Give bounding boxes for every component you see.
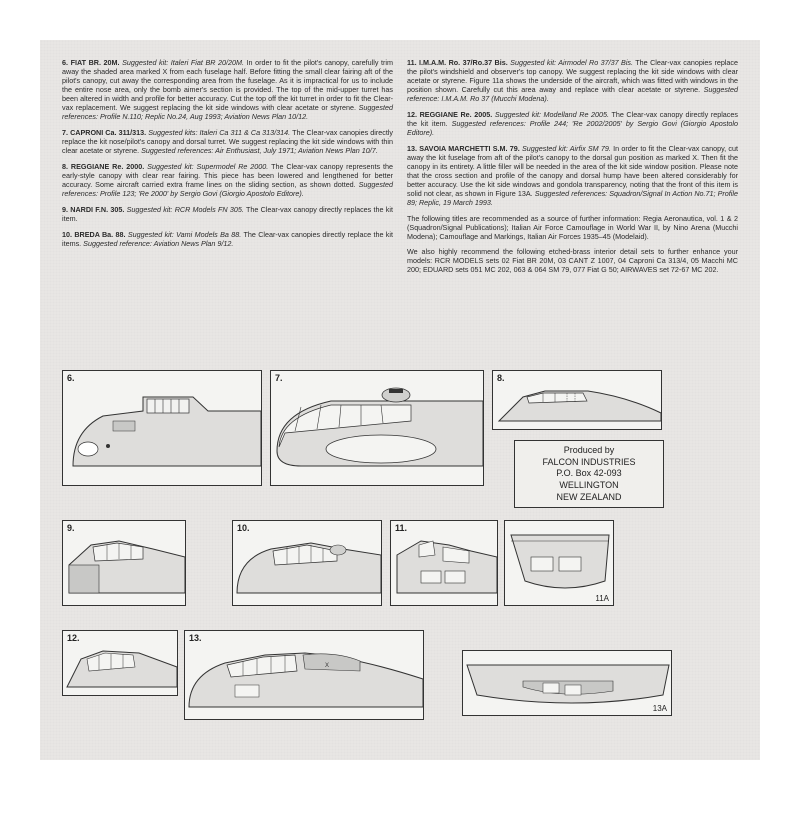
entry-name: NARDI F.N. 305. bbox=[70, 205, 124, 214]
instruction-entry: 9. NARDI F.N. 305. Suggested kit: RCR Mo… bbox=[62, 205, 393, 223]
instruction-entry: 6. FIAT BR. 20M. Suggested kit: Italeri … bbox=[62, 58, 393, 121]
figure-6: 6. X bbox=[62, 370, 262, 486]
figure-11: 11. bbox=[390, 520, 498, 606]
producer-box: Produced by FALCON INDUSTRIES P.O. Box 4… bbox=[514, 440, 664, 508]
figure-8-label: 8. bbox=[497, 373, 505, 383]
figure-13a-label: 13A bbox=[653, 704, 667, 713]
figure-9-label: 9. bbox=[67, 523, 75, 533]
producer-line-5: NEW ZEALAND bbox=[523, 492, 655, 504]
entry-number: 13. bbox=[407, 144, 419, 153]
entry-kit: Suggested kit: Italeri Fiat BR 20/20M. bbox=[122, 58, 244, 67]
figure-10-label: 10. bbox=[237, 523, 250, 533]
entry-reference: Suggested reference: Aviation News Plan … bbox=[83, 239, 233, 248]
entry-number: 8. bbox=[62, 162, 71, 171]
figure-12: 12. bbox=[62, 630, 178, 696]
figure-13a: 13A bbox=[462, 650, 672, 716]
entry-kit: Suggested kits: Italeri Ca 311 & Ca 313/… bbox=[148, 128, 290, 137]
instruction-entry: 7. CAPRONI Ca. 311/313. Suggested kits: … bbox=[62, 128, 393, 155]
producer-line-4: WELLINGTON bbox=[523, 480, 655, 492]
figure-9: 9. bbox=[62, 520, 186, 606]
entry-name: FIAT BR. 20M. bbox=[71, 58, 120, 67]
entry-number: 12. bbox=[407, 110, 420, 119]
entry-reference: Suggested references: Air Enthusiast, Ju… bbox=[141, 146, 378, 155]
figure-13: 13. X bbox=[184, 630, 424, 720]
producer-line-3: P.O. Box 42-093 bbox=[523, 468, 655, 480]
entry-name: I.M.A.M. Ro. 37/Ro.37 Bis. bbox=[419, 58, 508, 67]
figure-13a-drawing bbox=[463, 651, 673, 717]
left-column: 6. FIAT BR. 20M. Suggested kit: Italeri … bbox=[62, 58, 393, 358]
right-column: 11. I.M.A.M. Ro. 37/Ro.37 Bis. Suggested… bbox=[407, 58, 738, 358]
instruction-entry: 13. SAVOIA MARCHETTI S.M. 79. Suggested … bbox=[407, 144, 738, 207]
entry-kit: Suggested kit: Airfix SM 79. bbox=[522, 144, 611, 153]
entry-reference: Suggested references: Profile 244; 'Re 2… bbox=[407, 119, 738, 137]
producer-line-2: FALCON INDUSTRIES bbox=[523, 457, 655, 469]
entry-name: CAPRONI Ca. 311/313. bbox=[70, 128, 146, 137]
figure-11a-label: 11A bbox=[595, 594, 609, 603]
figure-11-label: 11. bbox=[395, 523, 407, 533]
figure-8: 8. bbox=[492, 370, 662, 430]
instruction-entry: 11. I.M.A.M. Ro. 37/Ro.37 Bis. Suggested… bbox=[407, 58, 738, 103]
figure-7: 7. bbox=[270, 370, 484, 486]
figure-12-drawing bbox=[63, 631, 179, 697]
figure-7-label: 7. bbox=[275, 373, 283, 383]
text-columns: 6. FIAT BR. 20M. Suggested kit: Italeri … bbox=[62, 58, 738, 358]
producer-line-1: Produced by bbox=[523, 445, 655, 457]
entry-number: 10. bbox=[62, 230, 74, 239]
figure-13-label: 13. bbox=[189, 633, 202, 643]
entry-name: REGGIANE Re. 2000. bbox=[71, 162, 144, 171]
entry-number: 7. bbox=[62, 128, 70, 137]
figure-8-drawing bbox=[493, 371, 663, 431]
figure-9-drawing bbox=[63, 521, 187, 607]
entry-name: SAVOIA MARCHETTI S.M. 79. bbox=[419, 144, 520, 153]
figure-6-drawing: X bbox=[63, 371, 263, 487]
figure-7-drawing bbox=[271, 371, 485, 487]
instruction-entry: 12. REGGIANE Re. 2005. Suggested kit: Mo… bbox=[407, 110, 738, 137]
figure-6-label: 6. bbox=[67, 373, 75, 383]
footer-paragraph-1: The following titles are recommended as … bbox=[407, 214, 738, 241]
entry-number: 6. bbox=[62, 58, 71, 67]
entry-kit: Suggested kit: Supermodel Re 2000. bbox=[147, 162, 268, 171]
entry-kit: Suggested kit: Airmodel Ro 37/37 Bis. bbox=[510, 58, 633, 67]
footer-paragraph-2: We also highly recommend the following e… bbox=[407, 247, 738, 274]
entry-body: In order to fit the pilot's canopy, care… bbox=[62, 58, 393, 112]
figure-11-drawing bbox=[391, 521, 499, 607]
entry-kit: Suggested kit: Vami Models Ba 88. bbox=[128, 230, 241, 239]
instruction-sheet-page: 6. FIAT BR. 20M. Suggested kit: Italeri … bbox=[40, 40, 760, 760]
figure-10: 10. bbox=[232, 520, 382, 606]
entry-number: 11. bbox=[407, 58, 419, 67]
figure-12-label: 12. bbox=[67, 633, 80, 643]
entry-name: REGGIANE Re. 2005. bbox=[420, 110, 493, 119]
entry-kit: Suggested kit: Modelland Re 2005. bbox=[495, 110, 609, 119]
figure-11a: 11A bbox=[504, 520, 614, 606]
entry-kit: Suggested kit: RCR Models FN 305. bbox=[127, 205, 244, 214]
figure-13-drawing: X bbox=[185, 631, 425, 721]
instruction-entry: 10. BREDA Ba. 88. Suggested kit: Vami Mo… bbox=[62, 230, 393, 248]
figure-10-drawing bbox=[233, 521, 383, 607]
svg-text:X: X bbox=[325, 663, 329, 669]
figure-panel-area: 6. X 7. bbox=[62, 370, 738, 750]
instruction-entry: 8. REGGIANE Re. 2000. Suggested kit: Sup… bbox=[62, 162, 393, 198]
entry-name: BREDA Ba. 88. bbox=[74, 230, 125, 239]
